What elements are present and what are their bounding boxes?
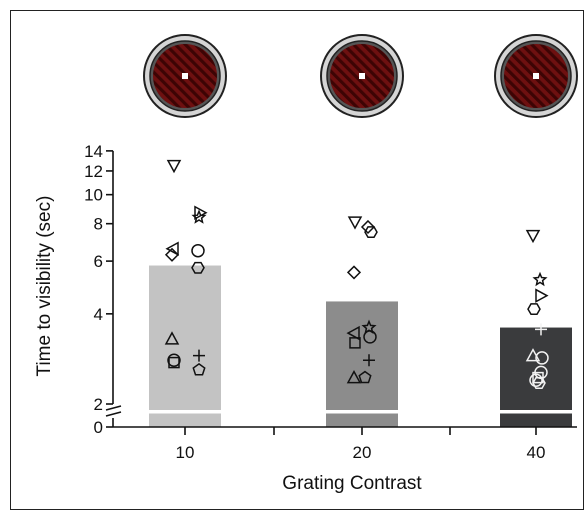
- point-hexagon: [532, 377, 546, 389]
- point-triangle-left: [165, 241, 179, 256]
- y-tick-label: 4: [94, 305, 103, 324]
- point-pentagon: [192, 362, 206, 376]
- point-plus: [193, 349, 205, 362]
- point-triangle-down: [166, 159, 182, 174]
- points-layer: [164, 159, 549, 389]
- x-tick-label: 20: [353, 443, 372, 462]
- point-triangle-down: [347, 216, 363, 230]
- point-triangle-right: [194, 205, 208, 221]
- x-axis: 10 20 40: [113, 426, 577, 462]
- stimulus-icon: [494, 34, 578, 118]
- y-axis-label: Time to visibility (sec): [34, 196, 55, 377]
- y-tick-label: 6: [94, 252, 103, 271]
- point-circle: [167, 353, 181, 367]
- bar-20: [326, 301, 398, 427]
- point-star: [191, 209, 207, 224]
- stimulus-icon: [320, 34, 404, 118]
- axis-break-gap: [149, 410, 221, 414]
- bars-layer: [149, 265, 572, 427]
- x-tick-label: 40: [527, 443, 546, 462]
- point-pentagon: [358, 370, 372, 384]
- point-diamond: [360, 219, 376, 235]
- point-star: [532, 271, 548, 287]
- point-triangle-right: [535, 288, 549, 303]
- x-axis-label: Grating Contrast: [282, 473, 422, 494]
- point-hexagon: [527, 303, 541, 315]
- point-hexagon: [191, 261, 205, 274]
- point-plus: [363, 354, 375, 367]
- y-tick-label: 10: [84, 186, 103, 205]
- point-square: [532, 371, 544, 384]
- y-tick-label: 12: [84, 162, 103, 181]
- axis-break-gap: [326, 410, 398, 414]
- point-diamond: [346, 265, 362, 280]
- stimulus-icon: [143, 34, 227, 118]
- point-triangle-down: [525, 229, 541, 244]
- point-triangle-up: [346, 370, 362, 384]
- bar-10: [149, 265, 221, 427]
- stimulus-icons: [143, 34, 578, 118]
- y-tick-label: 2: [94, 395, 103, 414]
- x-tick-label: 10: [176, 443, 195, 462]
- y-tick-label: 0: [94, 418, 103, 437]
- point-circle: [529, 373, 543, 388]
- point-star: [361, 319, 377, 334]
- axis-break-icon: [105, 405, 122, 417]
- axis-break-gap: [500, 410, 572, 414]
- point-triangle-left: [346, 325, 360, 341]
- point-circle: [363, 330, 377, 344]
- point-plus: [535, 323, 547, 336]
- point-diamond: [164, 247, 180, 262]
- point-hexagon: [364, 226, 378, 239]
- figure-frame: [10, 10, 584, 510]
- point-triangle-up: [164, 331, 180, 345]
- y-tick-label: 8: [94, 215, 103, 234]
- point-circle: [535, 351, 549, 365]
- point-square: [349, 337, 361, 349]
- point-circle: [191, 243, 205, 258]
- y-tick-label: 14: [84, 142, 103, 161]
